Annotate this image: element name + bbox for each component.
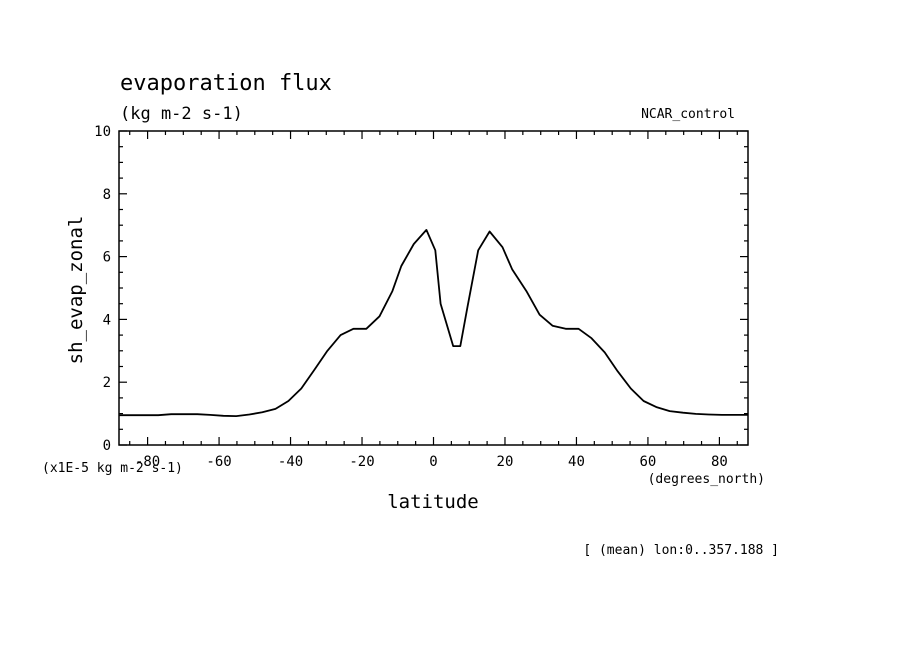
x-tick-label: 20 bbox=[497, 454, 514, 470]
dataset-label: NCAR_control bbox=[641, 107, 735, 122]
y-tick-label: 8 bbox=[103, 187, 111, 203]
y-scale-note: (x1E-5 kg m-2 s-1) bbox=[42, 461, 183, 476]
x-units-note: (degrees_north) bbox=[648, 472, 765, 487]
plot-frame bbox=[118, 130, 749, 446]
y-tick-label: 0 bbox=[103, 438, 111, 454]
averaging-note: [ (mean) lon:0..357.188 ] bbox=[583, 543, 779, 558]
y-tick-label: 6 bbox=[103, 250, 111, 266]
x-tick-label: 80 bbox=[711, 454, 728, 470]
x-tick-label: 60 bbox=[640, 454, 657, 470]
x-tick-labels: -80 -60 -40 -20 0 20 40 60 80 bbox=[135, 454, 728, 470]
chart-units: (kg m-2 s-1) bbox=[120, 104, 243, 124]
x-tick-label: -80 bbox=[135, 454, 160, 470]
y-tick-label: 4 bbox=[103, 312, 111, 328]
y-tick-label: 2 bbox=[103, 375, 111, 391]
y-tick-label: 10 bbox=[94, 124, 111, 140]
y-tick-labels: 0 2 4 6 8 10 bbox=[94, 124, 111, 454]
axis-ticks bbox=[119, 130, 748, 446]
x-tick-label: 40 bbox=[568, 454, 585, 470]
y-axis-label: sh_evap_zonal bbox=[65, 216, 87, 365]
x-axis-label: latitude bbox=[387, 491, 479, 513]
x-tick-label: -40 bbox=[278, 454, 303, 470]
x-tick-label: -20 bbox=[349, 454, 374, 470]
chart-title: evaporation flux bbox=[120, 71, 332, 96]
series-line bbox=[119, 228, 748, 418]
x-tick-label: -60 bbox=[206, 454, 231, 470]
x-tick-label: 0 bbox=[429, 454, 437, 470]
